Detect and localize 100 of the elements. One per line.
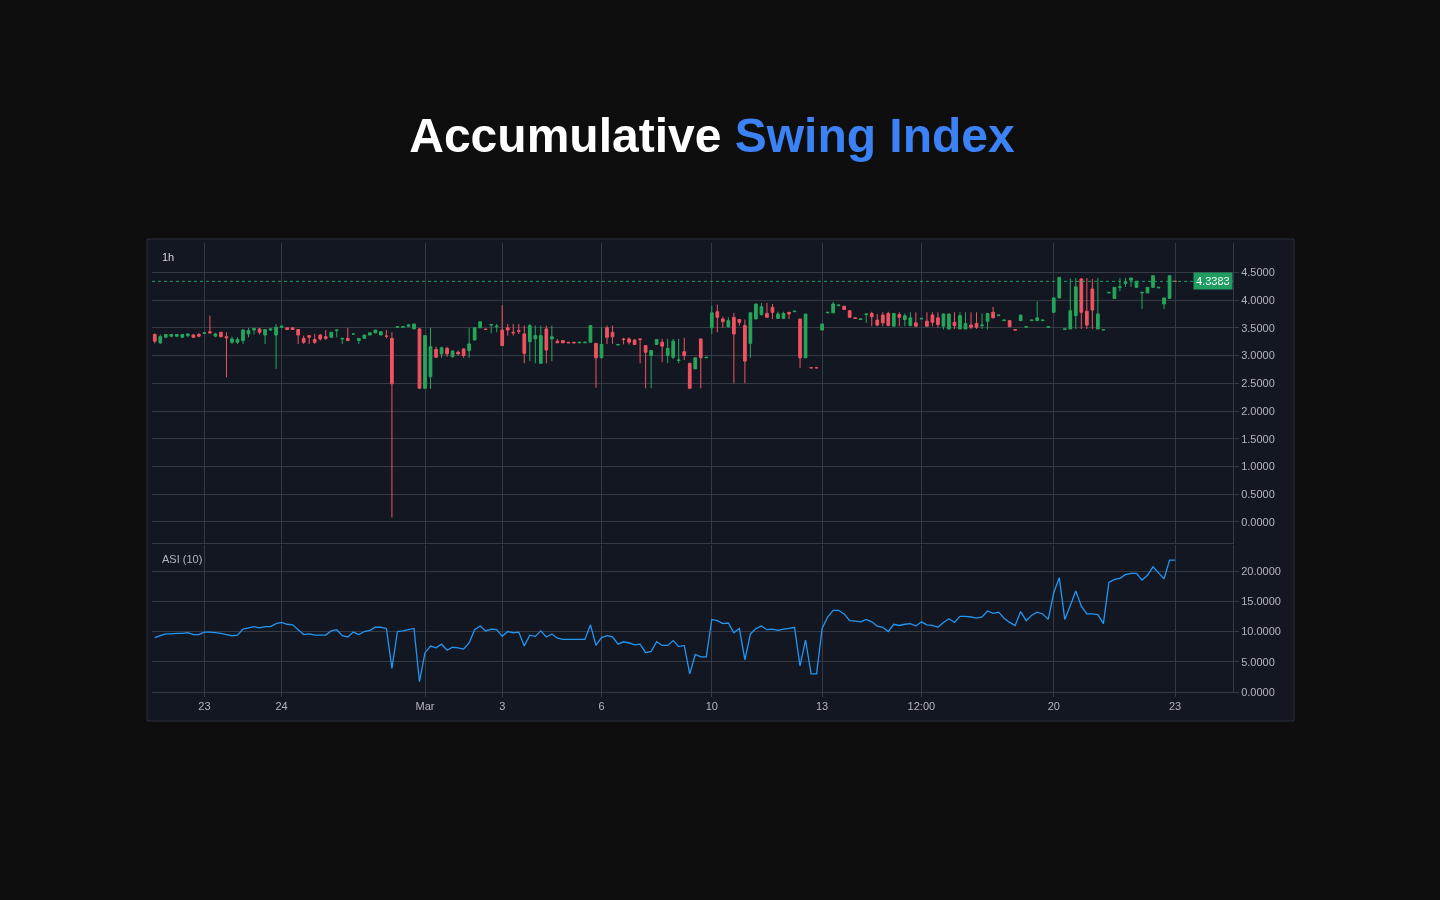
- y-tick-label: 4.5000: [1241, 266, 1275, 279]
- candlestick: [897, 311, 902, 327]
- y-tick-label: 3.0000: [1241, 349, 1275, 362]
- y-tick-label: 1.5000: [1241, 432, 1275, 445]
- candlestick: [285, 327, 289, 331]
- y-tick-label: 2.5000: [1241, 377, 1275, 390]
- candlestick: [555, 338, 560, 344]
- candlestick: [191, 333, 196, 339]
- candlestick: [941, 312, 946, 331]
- candlestick: [489, 323, 494, 334]
- candlestick: [456, 350, 460, 357]
- candlestick: [1079, 277, 1084, 330]
- candlestick: [428, 327, 433, 390]
- candlestick: [1002, 319, 1006, 322]
- candlestick: [842, 305, 847, 311]
- y-tick-label: 0.5000: [1241, 488, 1275, 501]
- candlestick: [379, 331, 383, 336]
- candlestick: [301, 335, 306, 345]
- candlestick: [445, 346, 449, 358]
- candlestick: [914, 311, 918, 327]
- candlestick: [197, 332, 201, 338]
- candlestick: [467, 327, 471, 359]
- x-tick-label: 12:00: [907, 700, 936, 713]
- candlestick: [660, 338, 665, 363]
- y-tick-label: 0.0000: [1241, 685, 1275, 698]
- x-tick-label: 20: [1047, 700, 1060, 713]
- candlestick: [544, 325, 549, 364]
- y-tick-label: 15.0000: [1241, 595, 1281, 608]
- chart-title: Accumulative Swing Index: [409, 108, 1016, 162]
- candlestick: [781, 311, 786, 320]
- candlestick: [1156, 286, 1161, 289]
- y-tick-label: 5.0000: [1241, 655, 1275, 668]
- candlestick: [858, 318, 863, 321]
- candlestick: [208, 315, 212, 334]
- candlestick: [743, 319, 747, 384]
- candlestick: [1084, 277, 1089, 330]
- candlestick: [776, 311, 780, 320]
- candlestick: [423, 335, 427, 390]
- candlestick: [991, 306, 995, 319]
- candlestick: [186, 332, 190, 338]
- candlestick: [516, 323, 521, 335]
- x-tick-label: Mar: [415, 700, 435, 713]
- candlestick: [450, 349, 455, 359]
- candlestick: [500, 304, 505, 347]
- candlestick: [511, 323, 516, 337]
- candlestick: [213, 332, 218, 338]
- candlestick: [594, 342, 598, 389]
- candlestick: [891, 312, 896, 327]
- candlestick: [1018, 314, 1023, 322]
- candlestick: [693, 357, 698, 370]
- candlestick: [969, 311, 973, 330]
- candlestick: [152, 332, 157, 344]
- candlestick: [980, 312, 984, 330]
- y-tick-label: 1.0000: [1241, 460, 1275, 473]
- x-tick-label: 24: [275, 700, 288, 713]
- y-tick-label: 10.0000: [1241, 625, 1281, 638]
- candlestick: [505, 323, 510, 337]
- y-tick-label: 3.5000: [1241, 321, 1275, 334]
- candlestick: [687, 362, 692, 390]
- candlestick: [919, 317, 924, 320]
- candlestick: [390, 331, 394, 518]
- annotation: 1h: [162, 251, 175, 263]
- candlestick: [787, 311, 791, 320]
- candlestick: [412, 323, 416, 330]
- ref-line-label: 4.3383: [1196, 275, 1230, 287]
- candlestick: [836, 304, 841, 307]
- candlestick: [257, 327, 262, 335]
- candlestick: [434, 346, 438, 359]
- y-tick-label: 20.0000: [1241, 564, 1281, 577]
- candlestick: [605, 325, 609, 345]
- candlestick: [726, 316, 731, 329]
- x-tick-label: 13: [815, 700, 829, 713]
- candlestick: [1090, 278, 1095, 330]
- candlestick: [329, 331, 334, 338]
- candlestick: [494, 323, 499, 333]
- candlestick: [682, 337, 687, 361]
- candlestick: [654, 338, 659, 345]
- candlestick: [748, 311, 753, 359]
- candlestick: [720, 316, 725, 329]
- text: ASI (10): [162, 553, 203, 565]
- candlestick: [676, 338, 681, 364]
- x-tick-label: 3: [499, 700, 506, 713]
- candlestick: [765, 302, 769, 318]
- candlestick: [417, 327, 422, 390]
- candlestick: [698, 338, 703, 389]
- candlestick: [158, 334, 163, 345]
- candlestick: [1007, 320, 1012, 328]
- candlestick: [340, 337, 345, 345]
- x-tick-label: 23: [1168, 700, 1182, 713]
- x-tick-label: 10: [705, 700, 718, 713]
- x-tick-label: 6: [598, 700, 605, 713]
- candlestick: [616, 343, 620, 346]
- candlestick: [649, 350, 653, 389]
- candlestick: [985, 312, 990, 331]
- x-tick-label: 23: [198, 700, 211, 713]
- candlestick: [345, 327, 350, 342]
- candlestick: [610, 325, 615, 345]
- candlestick: [770, 303, 775, 320]
- candlestick: [263, 328, 267, 345]
- candlestick: [307, 334, 312, 345]
